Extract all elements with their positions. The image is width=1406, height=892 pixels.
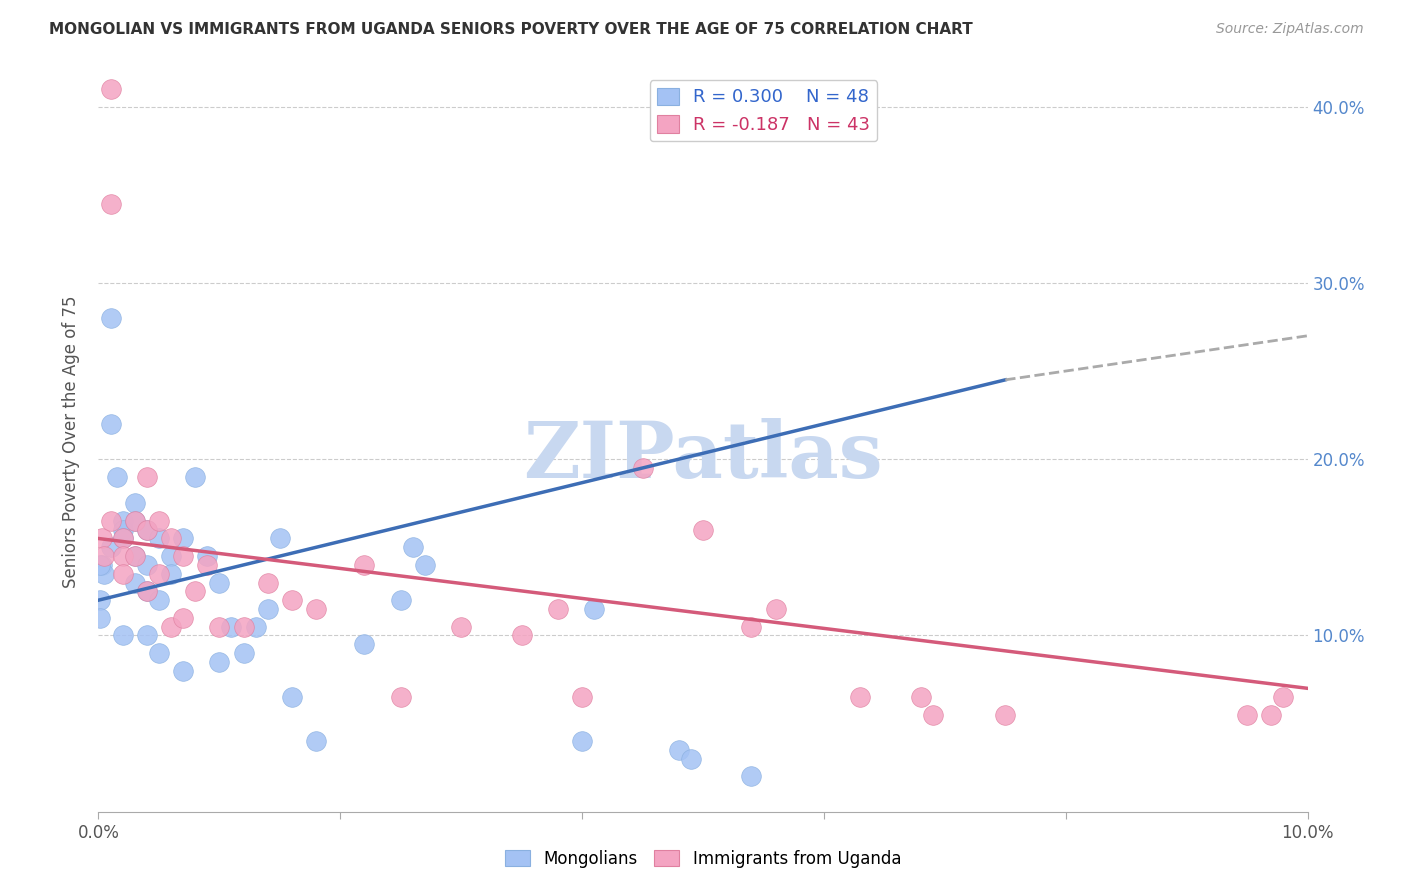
- Point: [1272, 690, 1295, 705]
- Point: [571, 734, 593, 748]
- Point: [910, 690, 932, 705]
- Point: [245, 619, 267, 633]
- Point: [91, 532, 114, 546]
- Point: [172, 611, 194, 625]
- Point: [668, 743, 690, 757]
- Legend: Mongolians, Immigrants from Uganda: Mongolians, Immigrants from Uganda: [498, 844, 908, 875]
- Point: [135, 470, 157, 484]
- Point: [111, 514, 134, 528]
- Point: [1260, 707, 1282, 722]
- Text: Source: ZipAtlas.com: Source: ZipAtlas.com: [1216, 22, 1364, 37]
- Point: [583, 602, 606, 616]
- Point: [208, 655, 231, 669]
- Point: [1236, 707, 1258, 722]
- Point: [281, 690, 304, 705]
- Point: [160, 566, 183, 581]
- Point: [281, 593, 304, 607]
- Point: [124, 549, 146, 563]
- Point: [765, 602, 787, 616]
- Point: [740, 619, 762, 633]
- Point: [124, 496, 146, 510]
- Point: [849, 690, 872, 705]
- Point: [124, 549, 146, 563]
- Point: [221, 619, 243, 633]
- Point: [111, 532, 134, 546]
- Point: [135, 584, 157, 599]
- Point: [389, 593, 412, 607]
- Point: [89, 611, 111, 625]
- Point: [256, 575, 278, 590]
- Point: [148, 566, 170, 581]
- Point: [111, 532, 134, 546]
- Point: [232, 646, 254, 660]
- Legend: R = 0.300    N = 48, R = -0.187   N = 43: R = 0.300 N = 48, R = -0.187 N = 43: [650, 80, 877, 142]
- Text: ZIPatlas: ZIPatlas: [523, 418, 883, 494]
- Point: [208, 619, 231, 633]
- Point: [679, 752, 702, 766]
- Point: [148, 593, 170, 607]
- Point: [547, 602, 569, 616]
- Point: [111, 566, 134, 581]
- Point: [135, 523, 157, 537]
- Point: [160, 619, 183, 633]
- Point: [631, 461, 654, 475]
- Point: [353, 637, 375, 651]
- Point: [105, 470, 128, 484]
- Point: [135, 584, 157, 599]
- Point: [100, 311, 122, 326]
- Point: [450, 619, 472, 633]
- Point: [389, 690, 412, 705]
- Point: [100, 417, 122, 431]
- Point: [111, 523, 134, 537]
- Point: [413, 558, 436, 572]
- Point: [172, 532, 194, 546]
- Point: [510, 628, 533, 642]
- Point: [195, 549, 218, 563]
- Point: [124, 514, 146, 528]
- Point: [89, 593, 111, 607]
- Point: [135, 628, 157, 642]
- Point: [91, 558, 114, 572]
- Point: [124, 514, 146, 528]
- Point: [160, 549, 183, 563]
- Point: [208, 575, 231, 590]
- Point: [148, 646, 170, 660]
- Point: [135, 558, 157, 572]
- Point: [172, 549, 194, 563]
- Point: [93, 549, 115, 563]
- Point: [994, 707, 1017, 722]
- Point: [100, 82, 122, 96]
- Y-axis label: Seniors Poverty Over the Age of 75: Seniors Poverty Over the Age of 75: [62, 295, 80, 588]
- Point: [256, 602, 278, 616]
- Point: [571, 690, 593, 705]
- Point: [100, 514, 122, 528]
- Point: [93, 566, 115, 581]
- Point: [184, 584, 207, 599]
- Point: [692, 523, 714, 537]
- Point: [148, 532, 170, 546]
- Point: [160, 532, 183, 546]
- Point: [100, 196, 122, 211]
- Point: [269, 532, 291, 546]
- Point: [195, 558, 218, 572]
- Point: [111, 549, 134, 563]
- Point: [148, 514, 170, 528]
- Point: [111, 628, 134, 642]
- Point: [305, 734, 328, 748]
- Point: [740, 769, 762, 783]
- Point: [124, 575, 146, 590]
- Point: [89, 558, 111, 572]
- Point: [184, 470, 207, 484]
- Point: [172, 664, 194, 678]
- Point: [305, 602, 328, 616]
- Point: [232, 619, 254, 633]
- Text: MONGOLIAN VS IMMIGRANTS FROM UGANDA SENIORS POVERTY OVER THE AGE OF 75 CORRELATI: MONGOLIAN VS IMMIGRANTS FROM UGANDA SENI…: [49, 22, 973, 37]
- Point: [353, 558, 375, 572]
- Point: [135, 523, 157, 537]
- Point: [921, 707, 943, 722]
- Point: [100, 541, 122, 555]
- Point: [402, 541, 425, 555]
